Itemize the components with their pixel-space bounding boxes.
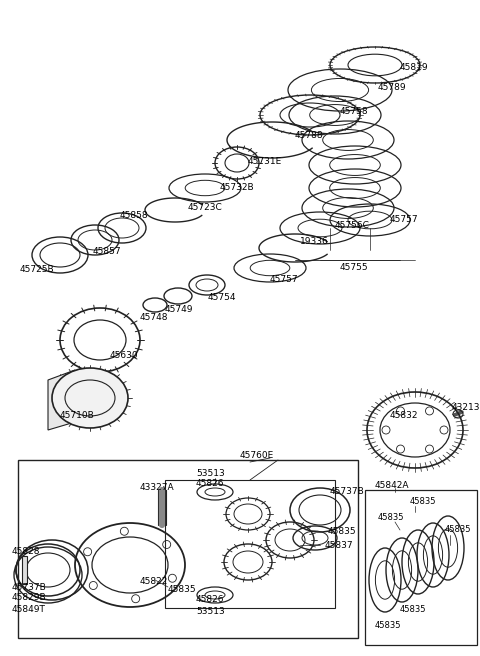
- Text: 45822: 45822: [140, 577, 168, 586]
- FancyBboxPatch shape: [22, 556, 27, 584]
- Text: 45723C: 45723C: [188, 203, 223, 213]
- Text: 45826: 45826: [196, 596, 225, 604]
- Text: 45749: 45749: [165, 306, 193, 314]
- Text: 45857: 45857: [93, 247, 121, 256]
- Text: 45835: 45835: [400, 605, 427, 615]
- Text: 45819: 45819: [400, 64, 429, 73]
- Text: 53513: 53513: [196, 607, 225, 615]
- Text: 45835: 45835: [168, 586, 197, 594]
- Text: 45757: 45757: [390, 216, 419, 224]
- Ellipse shape: [52, 368, 128, 428]
- Text: 45760E: 45760E: [240, 451, 274, 459]
- Text: 43213: 43213: [452, 403, 480, 413]
- Text: 45755: 45755: [340, 264, 369, 272]
- Polygon shape: [48, 370, 75, 430]
- Text: 45630: 45630: [110, 350, 139, 359]
- Text: 45737B: 45737B: [12, 583, 47, 592]
- Text: 45788: 45788: [295, 131, 324, 140]
- Text: 43327A: 43327A: [140, 483, 175, 491]
- Text: 45829B: 45829B: [12, 594, 47, 602]
- Text: 45748: 45748: [140, 314, 168, 323]
- Text: 45758: 45758: [340, 108, 369, 117]
- Text: 45837: 45837: [325, 541, 354, 550]
- Text: 45832: 45832: [390, 411, 419, 419]
- Text: 45858: 45858: [120, 211, 149, 220]
- Text: 45710B: 45710B: [60, 411, 95, 419]
- Text: 45835: 45835: [445, 525, 471, 535]
- Text: 45756C: 45756C: [335, 220, 370, 230]
- Text: 45732B: 45732B: [220, 182, 254, 192]
- Text: 45835: 45835: [410, 497, 436, 506]
- Text: 45849T: 45849T: [12, 605, 46, 615]
- Text: 45789: 45789: [378, 83, 407, 92]
- Text: 45754: 45754: [208, 293, 237, 302]
- Text: 53513: 53513: [196, 468, 225, 478]
- Text: 45835: 45835: [375, 621, 401, 630]
- Text: 45731E: 45731E: [248, 157, 282, 167]
- Text: 45835: 45835: [328, 527, 357, 537]
- Text: 45757: 45757: [270, 276, 299, 285]
- Text: 45725B: 45725B: [20, 266, 55, 274]
- Text: 45842A: 45842A: [375, 480, 409, 489]
- Text: 45826: 45826: [196, 478, 225, 487]
- Text: 19336: 19336: [300, 237, 329, 247]
- Text: 45835: 45835: [378, 514, 405, 522]
- Text: 45737B: 45737B: [330, 487, 365, 497]
- Text: 45828: 45828: [12, 548, 40, 556]
